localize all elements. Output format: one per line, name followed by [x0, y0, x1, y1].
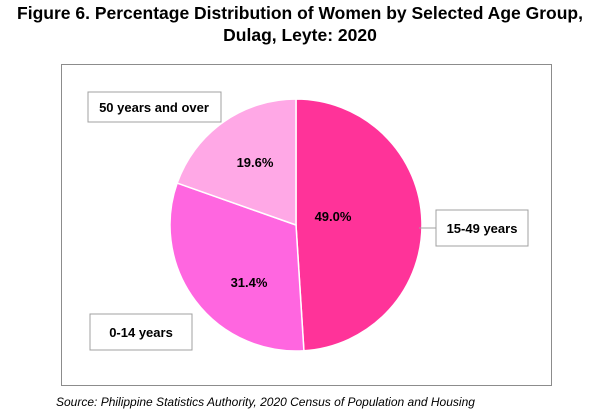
chart-title-line-2: Dulag, Leyte: 2020	[223, 25, 377, 45]
pie-slice-0-14-years	[169, 182, 305, 352]
category-label-0: 15-49 years	[447, 221, 518, 236]
pie-slice-15-49-years	[295, 98, 423, 352]
source-note: Source: Philippine Statistics Authority,…	[56, 395, 475, 409]
data-label-1: 31.4%	[231, 275, 268, 290]
data-label-0: 49.0%	[315, 209, 352, 224]
category-label-2: 50 years and over	[99, 100, 209, 115]
callout-box-2	[87, 91, 222, 123]
chart-title: Figure 6. Percentage Distribution of Wom…	[0, 2, 600, 46]
chart-title-line-1: Figure 6. Percentage Distribution of Wom…	[17, 3, 583, 23]
category-label-1: 0-14 years	[109, 325, 173, 340]
callout-box-1	[89, 313, 193, 351]
callout-box-0	[435, 209, 529, 247]
pie-slice-50-years-and-over	[176, 98, 297, 227]
data-label-2: 19.6%	[237, 155, 274, 170]
chart-frame	[61, 64, 552, 386]
